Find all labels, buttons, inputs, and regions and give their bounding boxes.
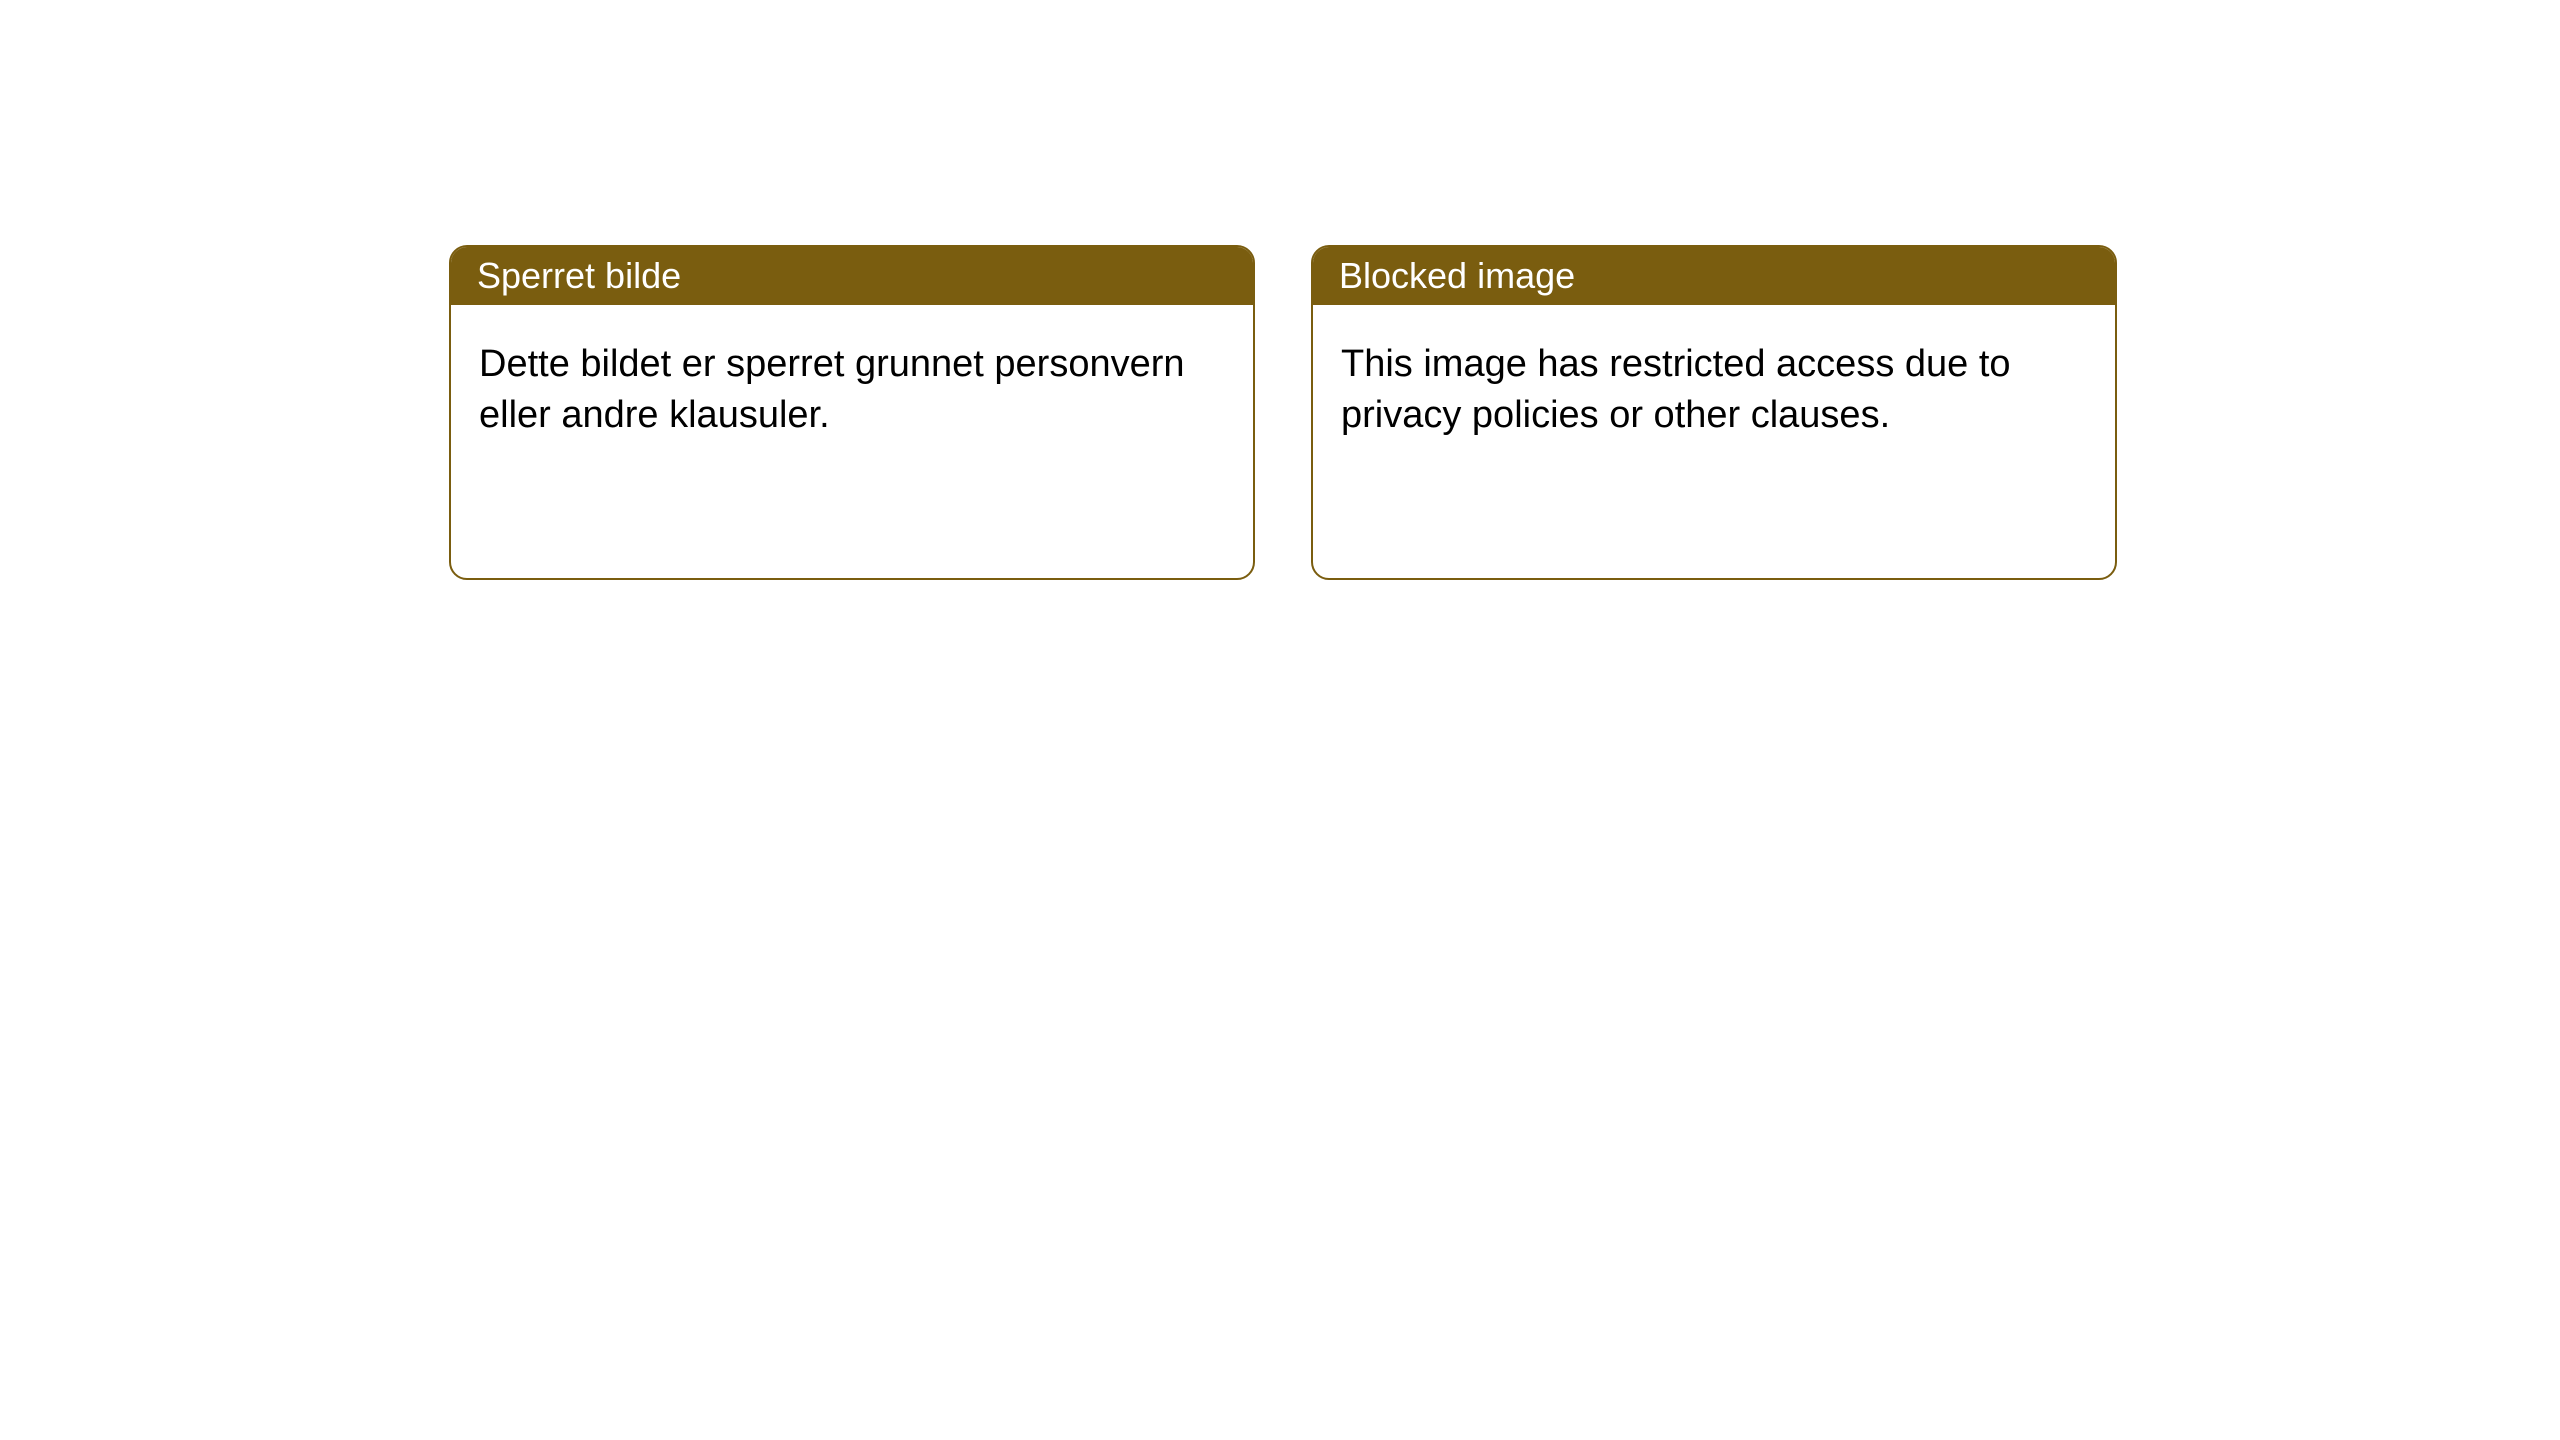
notice-card-norwegian: Sperret bilde Dette bildet er sperret gr… <box>449 245 1255 580</box>
card-body-text: Dette bildet er sperret grunnet personve… <box>479 343 1185 436</box>
card-header: Blocked image <box>1313 247 2115 305</box>
card-title: Sperret bilde <box>477 255 681 296</box>
card-header: Sperret bilde <box>451 247 1253 305</box>
card-body: This image has restricted access due to … <box>1313 305 2115 476</box>
notice-card-english: Blocked image This image has restricted … <box>1311 245 2117 580</box>
card-body-text: This image has restricted access due to … <box>1341 343 2011 436</box>
notice-cards-container: Sperret bilde Dette bildet er sperret gr… <box>449 245 2117 580</box>
card-body: Dette bildet er sperret grunnet personve… <box>451 305 1253 476</box>
card-title: Blocked image <box>1339 255 1575 296</box>
